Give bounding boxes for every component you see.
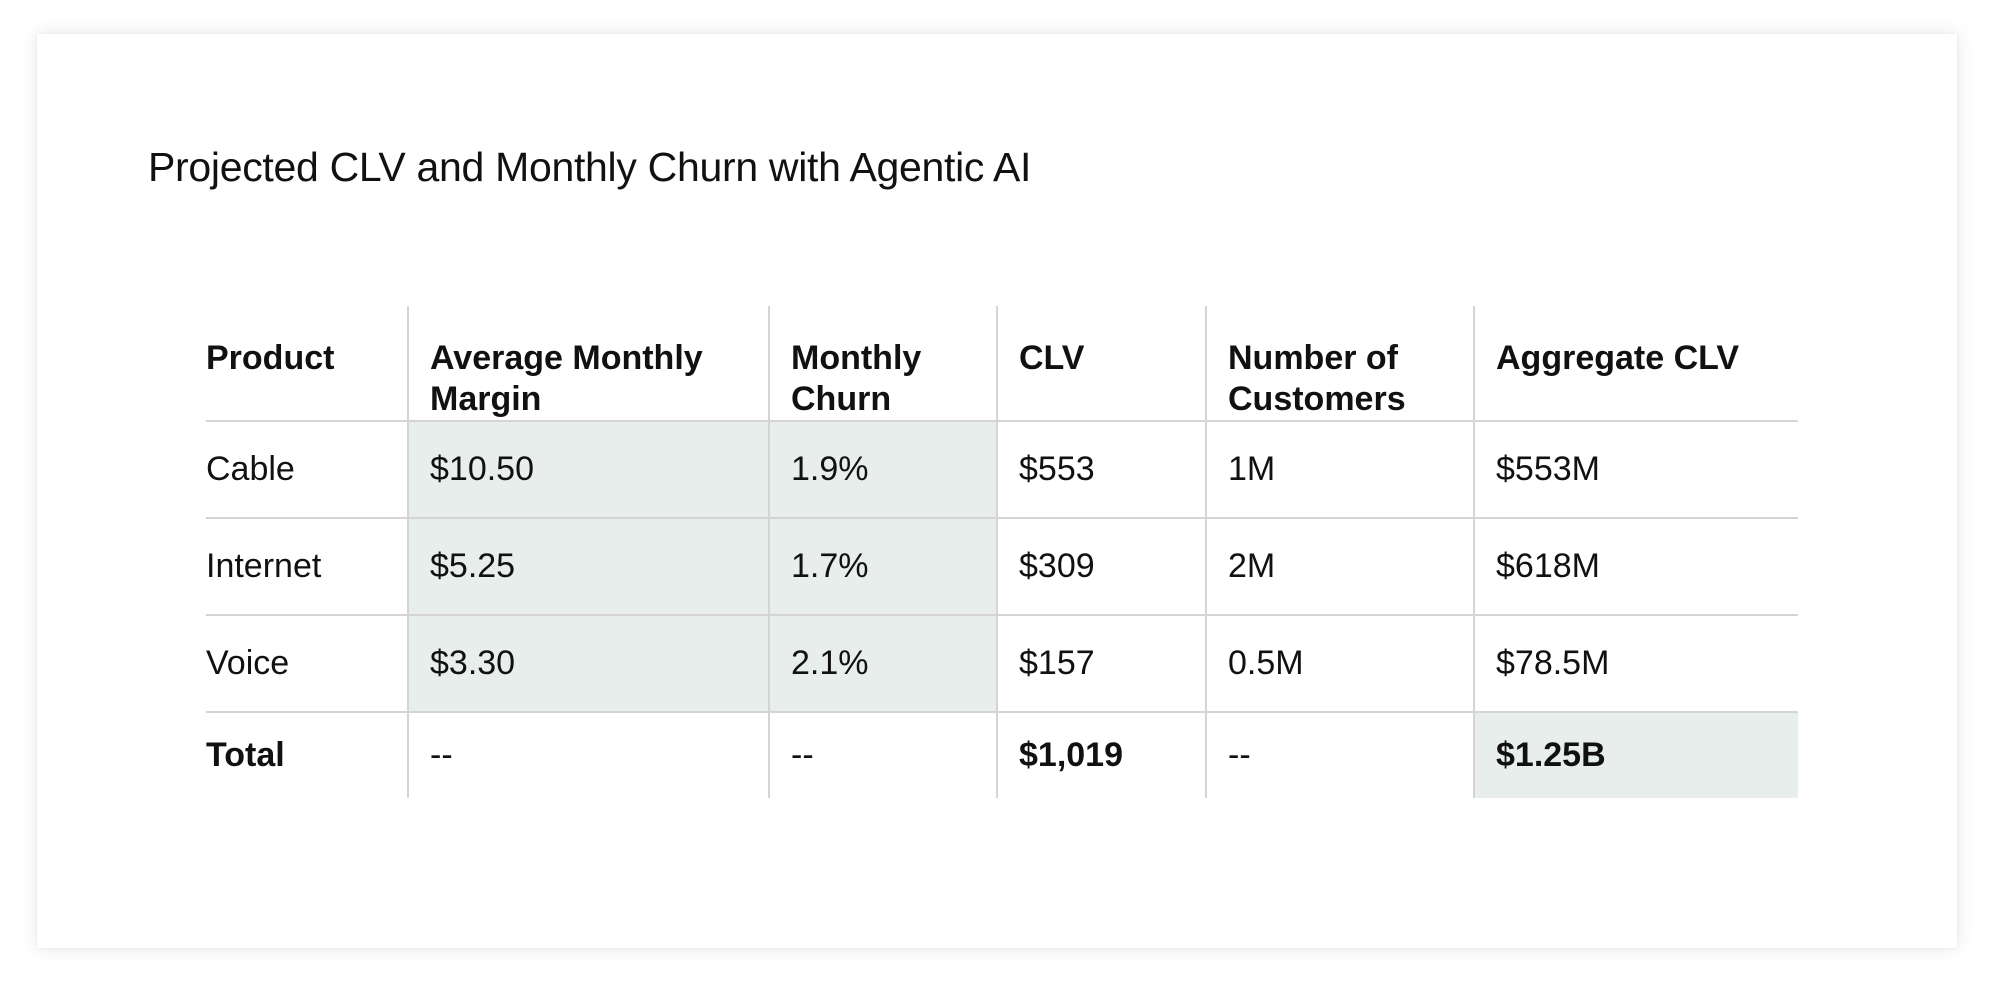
table-card: Projected CLV and Monthly Churn with Age… xyxy=(37,34,1957,948)
cell-clv: $553 xyxy=(996,421,1206,519)
cell-clv: $309 xyxy=(996,518,1206,616)
cell-number-of-customers: 2M xyxy=(1205,518,1474,616)
cell-total-number-of-customers: -- xyxy=(1205,712,1474,798)
header-row: Product Average Monthly Margin Monthly C… xyxy=(206,306,1798,422)
cell-total-average-monthly-margin: -- xyxy=(407,712,769,798)
table-row-cable: Cable $10.50 1.9% $553 1M $553M xyxy=(206,421,1798,519)
column-header-product: Product xyxy=(206,306,408,422)
cell-average-monthly-margin: $3.30 xyxy=(407,615,769,713)
cell-number-of-customers: 0.5M xyxy=(1205,615,1474,713)
cell-product: Cable xyxy=(206,421,408,519)
column-header-number-of-customers: Number of Customers xyxy=(1205,306,1474,422)
cell-total-aggregate-clv: $1.25B xyxy=(1473,712,1798,798)
table-row-total: Total -- -- $1,019 -- $1.25B xyxy=(206,712,1798,798)
cell-clv: $157 xyxy=(996,615,1206,713)
clv-table: Product Average Monthly Margin Monthly C… xyxy=(206,306,1798,798)
cell-monthly-churn: 1.7% xyxy=(768,518,997,616)
column-header-average-monthly-margin: Average Monthly Margin xyxy=(407,306,769,422)
cell-monthly-churn: 2.1% xyxy=(768,615,997,713)
column-header-monthly-churn: Monthly Churn xyxy=(768,306,997,422)
column-header-aggregate-clv: Aggregate CLV xyxy=(1473,306,1798,422)
cell-monthly-churn: 1.9% xyxy=(768,421,997,519)
cell-aggregate-clv: $78.5M xyxy=(1473,615,1798,713)
cell-average-monthly-margin: $5.25 xyxy=(407,518,769,616)
cell-product: Internet xyxy=(206,518,408,616)
cell-product: Voice xyxy=(206,615,408,713)
cell-total-monthly-churn: -- xyxy=(768,712,997,798)
cell-average-monthly-margin: $10.50 xyxy=(407,421,769,519)
table-row-internet: Internet $5.25 1.7% $309 2M $618M xyxy=(206,518,1798,616)
table-row-voice: Voice $3.30 2.1% $157 0.5M $78.5M xyxy=(206,615,1798,713)
cell-aggregate-clv: $553M xyxy=(1473,421,1798,519)
column-header-clv: CLV xyxy=(996,306,1206,422)
page-title: Projected CLV and Monthly Churn with Age… xyxy=(148,144,1032,190)
cell-number-of-customers: 1M xyxy=(1205,421,1474,519)
cell-total-label: Total xyxy=(206,736,285,774)
cell-aggregate-clv: $618M xyxy=(1473,518,1798,616)
cell-total-clv: $1,019 xyxy=(996,712,1206,798)
